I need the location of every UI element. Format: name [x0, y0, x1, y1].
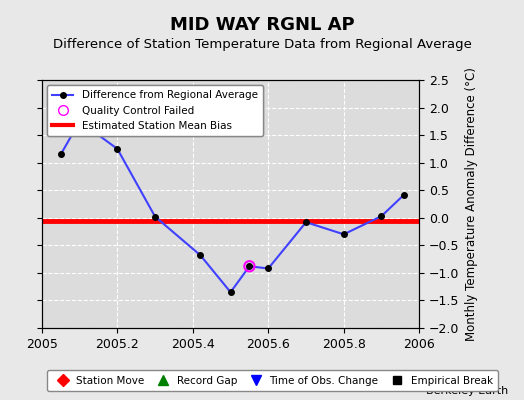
Text: Berkeley Earth: Berkeley Earth: [426, 386, 508, 396]
Text: Difference of Station Temperature Data from Regional Average: Difference of Station Temperature Data f…: [52, 38, 472, 51]
Y-axis label: Monthly Temperature Anomaly Difference (°C): Monthly Temperature Anomaly Difference (…: [465, 67, 478, 341]
Legend: Difference from Regional Average, Quality Control Failed, Estimated Station Mean: Difference from Regional Average, Qualit…: [47, 85, 263, 136]
Legend: Station Move, Record Gap, Time of Obs. Change, Empirical Break: Station Move, Record Gap, Time of Obs. C…: [47, 370, 498, 391]
Text: MID WAY RGNL AP: MID WAY RGNL AP: [170, 16, 354, 34]
Point: [245, 263, 254, 270]
